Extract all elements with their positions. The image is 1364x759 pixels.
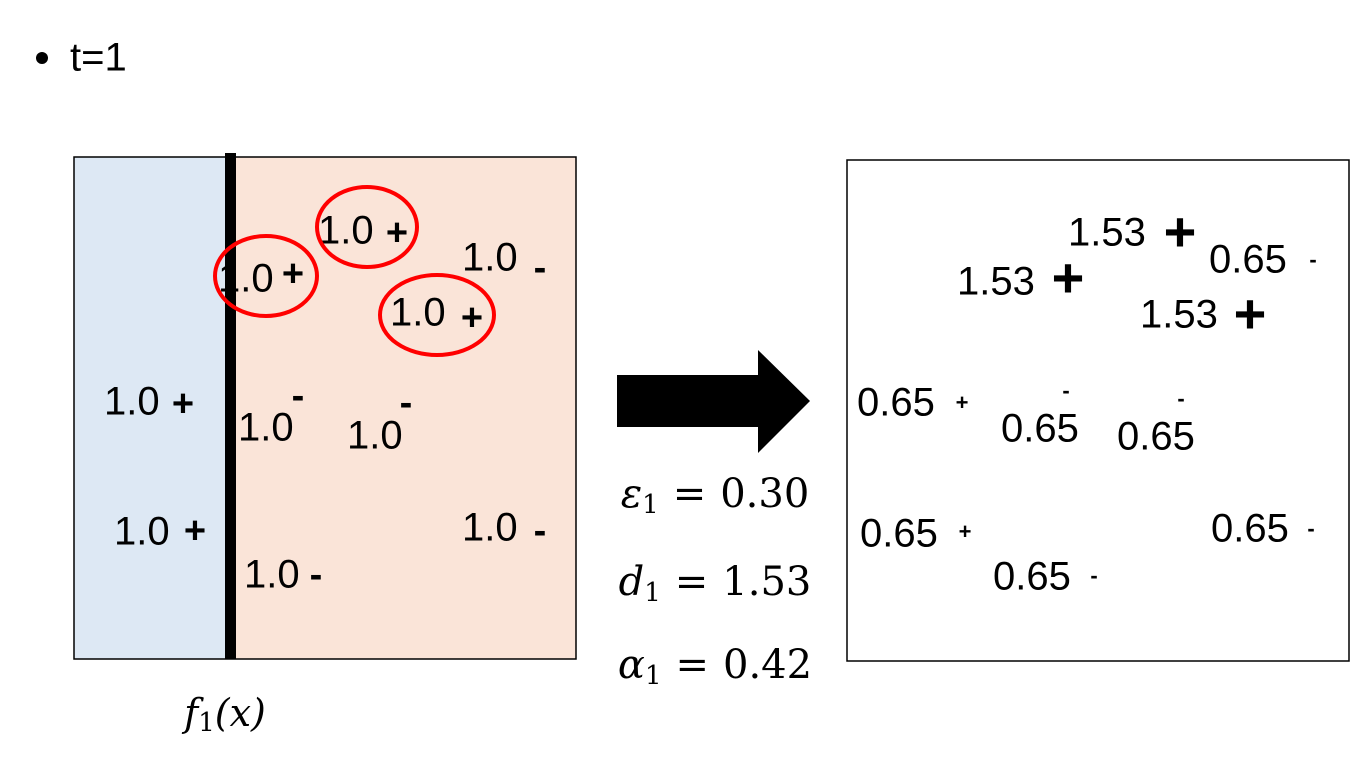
- misclassified-circle: [315, 185, 419, 269]
- sign: -: [1309, 247, 1316, 272]
- sign: +: [461, 297, 483, 339]
- arrow-shaft: [617, 375, 760, 427]
- sign: -: [1177, 386, 1184, 411]
- symbol: d: [619, 559, 645, 605]
- weight: 1.0: [462, 506, 518, 550]
- sign: -: [400, 382, 413, 424]
- operator: =: [675, 642, 709, 688]
- weight: 1.0: [462, 236, 518, 280]
- weight: 0.65: [1117, 415, 1195, 459]
- right-panel-border: [846, 159, 1350, 662]
- subscript: 1: [644, 578, 661, 608]
- symbol: ε: [621, 471, 642, 517]
- weight: 1.53: [1140, 293, 1218, 337]
- operator: =: [675, 559, 709, 605]
- decision-boundary: [225, 153, 236, 659]
- weight: 1.0: [218, 257, 274, 301]
- weight: 0.65: [860, 512, 938, 556]
- operator: =: [673, 471, 707, 517]
- sign: -: [1062, 378, 1069, 403]
- left-region: [74, 157, 230, 659]
- weight: 1.0: [347, 414, 403, 458]
- weight: 1.53: [957, 260, 1035, 304]
- sign: +: [1052, 246, 1085, 309]
- weight: 0.65: [993, 555, 1071, 599]
- equation: ε1 = 0.30: [621, 471, 810, 520]
- sign: +: [959, 519, 972, 544]
- bullet-text: t=1: [70, 36, 127, 80]
- left-panel-border: [73, 156, 577, 660]
- sign: +: [282, 253, 304, 295]
- sign: -: [1307, 516, 1314, 541]
- classifier-label: f1(x): [181, 691, 266, 739]
- sign: +: [184, 510, 206, 552]
- arrow-head: [758, 350, 810, 453]
- sign: +: [1164, 200, 1197, 263]
- misclassified-circle: [213, 234, 319, 318]
- sign: -: [310, 554, 323, 596]
- weight: 0.65: [857, 381, 935, 425]
- equation: α1 = 0.42: [618, 642, 812, 691]
- left-points: 1.0 +1.0 +1.0 -1.0 +1.0 +1.0-1.0-1.0 +1.0 -1.0-: [104, 185, 547, 597]
- weight: 1.0: [114, 510, 170, 554]
- bullet-dot: [36, 52, 48, 64]
- weight: 1.53: [1068, 211, 1146, 255]
- value: 1.53: [722, 559, 811, 605]
- weight: 0.65: [1001, 407, 1079, 451]
- sign: +: [1234, 282, 1267, 345]
- sign: +: [172, 383, 194, 425]
- weight: 1.0: [104, 380, 160, 424]
- subscript: 1: [198, 708, 215, 738]
- symbol: α: [618, 642, 645, 688]
- weight: 0.65: [1211, 507, 1289, 551]
- sign: +: [956, 390, 969, 415]
- weight: 1.0: [318, 209, 374, 253]
- value: 0.42: [723, 642, 812, 688]
- sign: -: [534, 247, 547, 289]
- equation: d1 = 1.53: [619, 559, 812, 608]
- subscript: 1: [645, 661, 662, 691]
- weight: 1.0: [244, 553, 300, 597]
- sign: -: [1090, 563, 1097, 588]
- value: 0.30: [720, 471, 809, 517]
- sign: -: [534, 510, 547, 552]
- argument: (x): [215, 691, 266, 735]
- sign: +: [386, 212, 408, 254]
- right-points: 1.53 +1.53 +0.65 -1.53 +0.65 +0.65-0.65-0.65 +…: [857, 200, 1317, 599]
- weight: 0.65: [1209, 238, 1287, 282]
- subscript: 1: [642, 490, 659, 520]
- weight: 1.0: [238, 406, 294, 450]
- sign: -: [292, 375, 305, 417]
- misclassified-circle: [378, 273, 496, 357]
- weight: 1.0: [390, 291, 446, 335]
